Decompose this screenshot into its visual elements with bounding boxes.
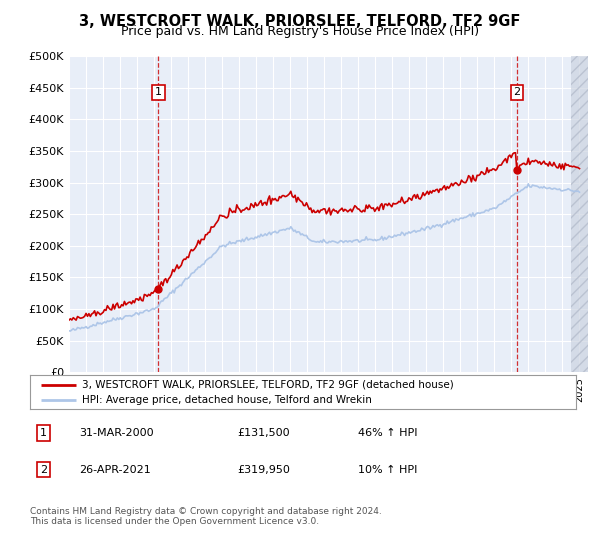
Bar	[571, 56, 590, 372]
Text: 31-MAR-2000: 31-MAR-2000	[79, 428, 154, 438]
Text: 3, WESTCROFT WALK, PRIORSLEE, TELFORD, TF2 9GF (detached house): 3, WESTCROFT WALK, PRIORSLEE, TELFORD, T…	[82, 380, 454, 390]
Text: HPI: Average price, detached house, Telford and Wrekin: HPI: Average price, detached house, Telf…	[82, 395, 372, 405]
Text: 46% ↑ HPI: 46% ↑ HPI	[358, 428, 417, 438]
Text: 26-APR-2021: 26-APR-2021	[79, 465, 151, 475]
Text: Price paid vs. HM Land Registry's House Price Index (HPI): Price paid vs. HM Land Registry's House …	[121, 25, 479, 38]
Text: £131,500: £131,500	[238, 428, 290, 438]
Text: 1: 1	[155, 87, 162, 97]
Text: 3, WESTCROFT WALK, PRIORSLEE, TELFORD, TF2 9GF: 3, WESTCROFT WALK, PRIORSLEE, TELFORD, T…	[79, 14, 521, 29]
Text: £319,950: £319,950	[238, 465, 290, 475]
Text: Contains HM Land Registry data © Crown copyright and database right 2024.
This d: Contains HM Land Registry data © Crown c…	[30, 507, 382, 526]
Text: 1: 1	[40, 428, 47, 438]
Text: 10% ↑ HPI: 10% ↑ HPI	[358, 465, 417, 475]
Text: 2: 2	[514, 87, 520, 97]
Text: 2: 2	[40, 465, 47, 475]
